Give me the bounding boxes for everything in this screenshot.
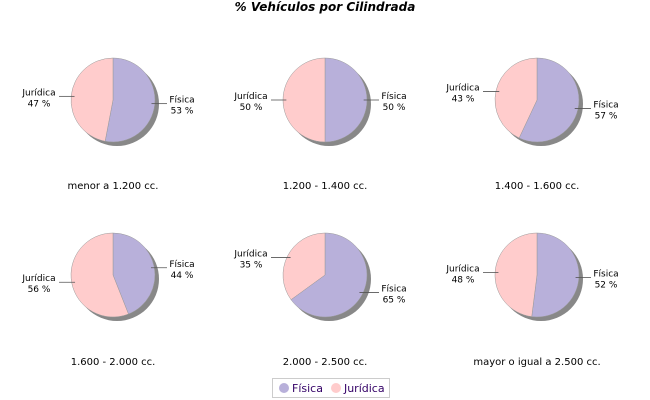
slice-label-name: Física [381, 92, 406, 102]
slice-label-name: Jurídica [21, 88, 55, 98]
slice-label-value: 57 % [595, 111, 618, 121]
slice-label-value: 56 % [28, 285, 51, 295]
pie-caption: 1.400 - 1.600 cc. [495, 181, 580, 192]
slice-label-value: 35 % [240, 260, 263, 270]
pie-slice-juridica [282, 232, 326, 301]
slice-label-value: 53 % [171, 107, 194, 117]
legend: Física Jurídica [272, 378, 390, 398]
pie-slice-fisica [518, 57, 580, 143]
slice-label-name: Física [593, 269, 618, 279]
pie-caption: menor a 1.200 cc. [68, 181, 159, 192]
pie-slice-juridica [282, 57, 326, 143]
slice-label-value: 47 % [28, 99, 51, 109]
slice-label-value: 52 % [595, 280, 618, 290]
slice-label-name: Física [381, 285, 406, 295]
legend-swatch-juridica [330, 383, 341, 393]
slice-label-name: Jurídica [233, 249, 267, 259]
pie-caption: mayor o igual a 2.500 cc. [473, 357, 600, 368]
pie-slice-juridica [494, 232, 538, 317]
legend-swatch-fisica [279, 383, 289, 393]
pie-caption: 1.200 - 1.400 cc. [283, 181, 368, 192]
pie-slice-fisica [290, 232, 368, 318]
legend-label-juridica: Jurídica [343, 381, 385, 395]
pie-slice-juridica [70, 57, 114, 142]
chart-title: % Vehículos por Cilindrada [234, 0, 416, 14]
pie-slice-juridica [70, 232, 129, 318]
slice-label-value: 50 % [383, 103, 406, 113]
slice-label-value: 50 % [240, 103, 263, 113]
slice-label-name: Física [169, 96, 194, 106]
pie-slice-fisica [112, 232, 156, 315]
slice-label-name: Jurídica [21, 274, 55, 284]
slice-label-value: 65 % [383, 296, 406, 306]
slice-label-value: 44 % [171, 271, 194, 281]
slice-label-name: Jurídica [445, 84, 479, 94]
slice-label-name: Física [169, 260, 194, 270]
legend-label-fisica: Física [292, 381, 323, 395]
pie-caption: 1.600 - 2.000 cc. [71, 357, 156, 368]
slice-label-name: Física [593, 100, 618, 110]
slice-label-value: 43 % [452, 95, 475, 105]
pie-caption: 2.000 - 2.500 cc. [283, 357, 368, 368]
pie-slice-juridica [494, 57, 538, 139]
slice-label-value: 48 % [452, 276, 475, 286]
slice-label-name: Jurídica [233, 92, 267, 102]
slice-label-name: Jurídica [445, 265, 479, 275]
